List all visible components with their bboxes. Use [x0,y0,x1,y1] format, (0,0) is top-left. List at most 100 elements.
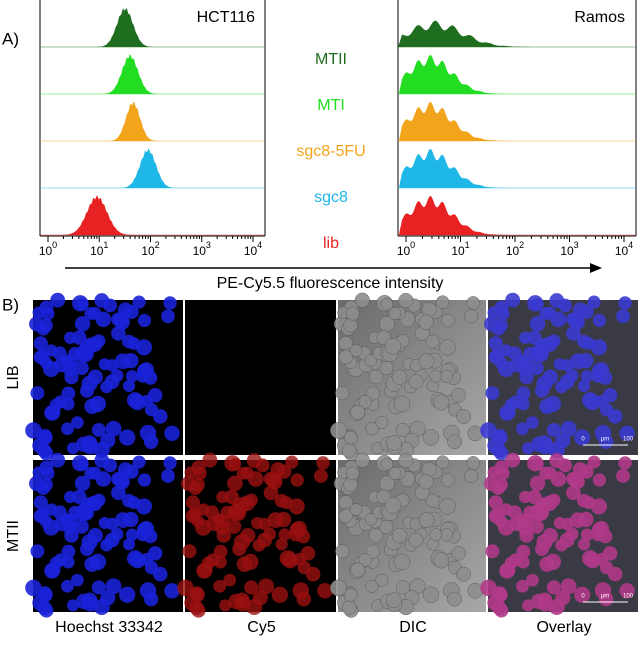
cell [129,394,146,411]
cell [61,579,74,593]
histogram [398,196,636,235]
cell [618,456,632,470]
cell [408,532,424,548]
tick-exponent: 3 [574,240,579,250]
cell [212,513,225,526]
cell [258,578,275,595]
cell [574,429,591,446]
cell [380,297,394,311]
cell [80,338,97,355]
cell [105,578,122,595]
cell [542,528,558,544]
column-label: Hoechst 33342 [55,619,163,636]
cell [384,497,402,514]
cell [398,453,414,469]
cell [493,318,508,333]
cell [267,512,284,529]
cell [278,528,292,541]
cell [125,528,139,541]
cell [122,334,136,349]
cell [316,456,330,470]
cell [61,544,76,559]
cell [105,420,122,437]
cell [480,579,497,597]
cell [152,566,168,582]
cell [50,452,66,468]
cell [480,422,497,439]
cell [422,429,440,446]
cell [526,416,539,429]
tick-base: 10 [39,244,53,258]
cell [33,336,48,351]
legend-label: sgc8 [314,189,348,206]
scale-label: μm [601,594,609,600]
cell [330,422,347,439]
cell [546,580,561,595]
cell [570,353,586,370]
cell [358,395,372,409]
micrograph [25,452,183,618]
tick-exponent: 1 [103,240,108,250]
cell [330,579,347,597]
tick-exponent: 4 [628,240,633,250]
cell [50,292,66,308]
cell [236,466,250,480]
cell [197,503,210,516]
tick-exponent: 2 [519,240,524,250]
tick-label: 102 [506,240,524,258]
cell [114,314,130,330]
cell [104,374,120,390]
cell [216,528,232,543]
cell [60,354,73,367]
cell [190,477,205,492]
cell [115,353,131,370]
cell [197,562,213,578]
cell [441,473,455,487]
cell [354,292,370,308]
cell [439,339,456,356]
cell [542,369,558,385]
cell [602,546,618,561]
histogram [398,20,636,47]
cell [536,592,553,608]
cell [368,528,384,543]
cell [164,583,180,599]
cell [66,599,80,612]
micrograph: 0 μm 100 [480,292,638,461]
cell [592,313,607,328]
cell [451,387,466,403]
cell [135,498,153,515]
cell [549,453,565,468]
cell [391,527,408,544]
cell [219,599,232,612]
cell [572,302,588,318]
cell [408,374,424,390]
cell [228,458,242,471]
cell [87,528,103,544]
cell [492,443,507,459]
cell [223,573,237,587]
cell [516,544,531,559]
cell [619,425,635,442]
cell [87,369,103,385]
cell [536,435,553,451]
cell [289,528,303,542]
cell [317,583,333,599]
histogram [40,54,265,94]
tick-base: 10 [244,244,258,258]
cell [177,579,194,597]
cell [71,573,84,587]
cell [66,442,80,455]
cell [137,313,152,328]
cell [529,360,544,376]
cell [516,579,529,593]
cell [529,519,544,534]
cell [81,435,98,451]
cell [119,429,136,446]
legend-label: MTII [315,51,347,68]
tick-label: 101 [90,240,108,258]
cell [152,409,168,424]
cell [451,545,466,561]
cell [598,591,614,607]
cell [296,591,312,607]
